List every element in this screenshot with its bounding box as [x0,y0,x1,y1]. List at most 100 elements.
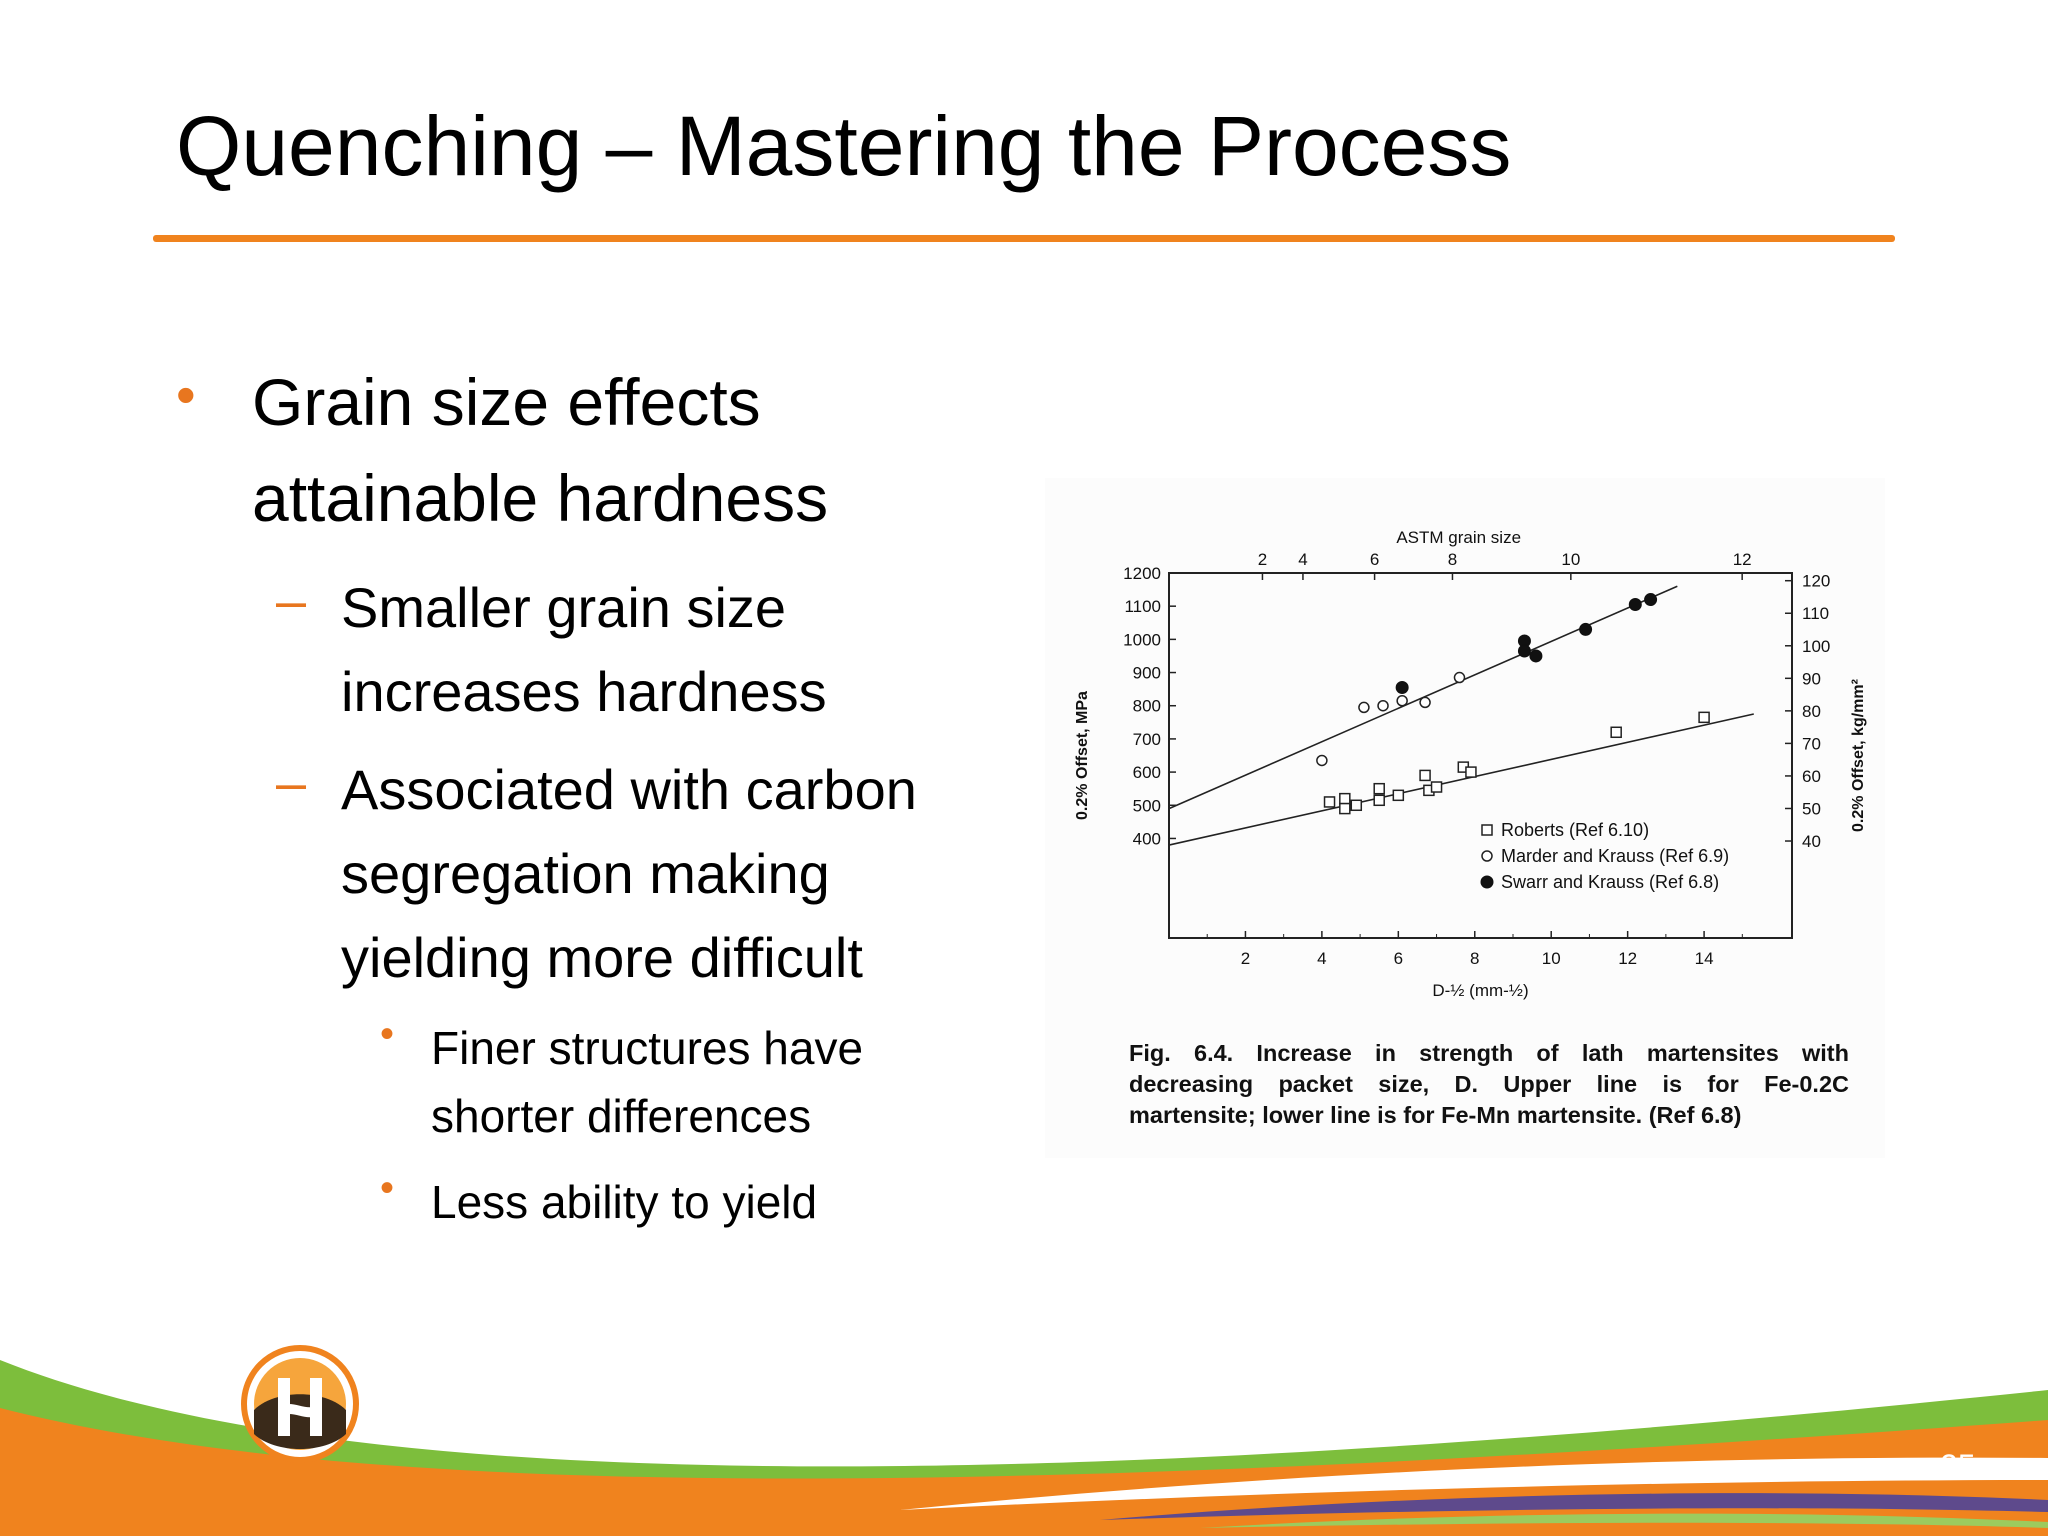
h-letter-logo-icon [241,1345,359,1463]
y-left-tick-label: 400 [1133,829,1161,848]
data-point [1419,769,1431,782]
data-point [1396,695,1408,707]
top-tick-label: 8 [1448,550,1457,569]
data-point [1419,696,1431,709]
y-right-tick-label: 80 [1802,702,1821,721]
data-point [1395,680,1409,694]
y-right-tick-label: 60 [1802,767,1821,786]
bullet-line: Smaller grain size [341,576,787,639]
y-left-axis-label: 0.2% Offset, MPa [1074,691,1091,820]
y-right-tick-label: 120 [1802,572,1830,591]
y-left-tick-label: 900 [1133,664,1161,683]
legend-marker [1481,824,1493,836]
y-left-tick-label: 1100 [1124,597,1161,616]
plot-frame [1168,572,1793,939]
data-point [1579,622,1593,636]
top-axis-label: ASTM grain size [1396,528,1521,547]
bullet-line: Finer structures have [431,1022,864,1074]
bullet-line: Grain size effects [252,365,761,439]
data-point [1392,789,1405,802]
y-left-tick-label: 1000 [1123,630,1161,649]
top-tick-label: 4 [1298,550,1307,569]
bullet-line: attainable hardness [252,461,829,535]
top-tick-label: 12 [1733,550,1752,569]
x-tick-label: 14 [1695,949,1714,968]
data-point [1644,593,1658,607]
fit-line [1168,713,1754,846]
x-tick-label: 6 [1394,949,1403,968]
x-axis-label: D-½ (mm-½) [1432,981,1528,1000]
caption-line: decreasing packet size, D. Upper line is… [1129,1071,1849,1097]
y-right-tick-label: 110 [1802,604,1829,623]
series-open-square [1323,711,1710,815]
sub-bullet-marker: – [276,571,307,631]
y-left-tick-label: 1200 [1123,564,1161,583]
bullet-marker: • [176,363,196,426]
top-tick-label: 6 [1370,550,1379,569]
bullet-line: segregation making [341,842,830,905]
sub-sub-bullet-item: Less ability to yield [431,1168,1031,1236]
sub-bullet-marker: – [276,753,307,813]
y-right-tick-label: 50 [1802,799,1821,818]
title-divider [153,235,1895,242]
y-right-tick-label: 100 [1802,637,1830,656]
sub-sub-bullet-marker: • [380,1012,395,1056]
data-point [1698,711,1710,724]
data-point [1517,644,1531,658]
y-right-tick-label: 90 [1802,669,1821,688]
strength-vs-grain-size-chart: 2 4 6 8 10 12 14 D-½ (mm-½) 2 4 6 8 10 12 ASTM grain s… [1074,528,1867,1000]
y-left-tick-label: 800 [1133,697,1161,716]
data-point [1358,701,1370,714]
data-point [1377,699,1389,712]
figure: 2 4 6 8 10 12 14 D-½ (mm-½) 2 4 6 8 10 12 ASTM grain s… [1045,478,1885,1158]
bullet-line: increases hardness [341,660,827,723]
y-right-tick-label: 40 [1802,832,1821,851]
bullet-line: Associated with carbon [341,758,917,821]
y-left-tick-label: 700 [1133,730,1161,749]
data-point [1430,781,1443,793]
y-left-tick-label: 500 [1133,796,1161,815]
y-right-axis-label: 0.2% Offset, kg/mm² [1850,679,1867,832]
data-point [1350,799,1363,812]
data-point [1529,649,1543,663]
bullet-line: yielding more difficult [341,926,863,989]
data-point [1316,754,1328,767]
legend-marker [1480,875,1494,889]
legend-marker [1481,850,1493,862]
legend-label: Swarr and Krauss (Ref 6.8) [1501,872,1719,892]
bullet-item: Grain size effects attainable hardness [252,354,1012,546]
caption-line: martensite; lower line is for Fe-Mn mart… [1129,1102,1742,1128]
data-point [1453,671,1466,684]
x-tick-label: 10 [1542,949,1561,968]
sub-bullet-item: Associated with carbon segregation makin… [341,748,1041,1000]
series-filled-circle [1395,593,1658,694]
sub-sub-bullet-item: Finer structures have shorter difference… [431,1014,1031,1150]
page-number: 25 [1940,1448,1976,1484]
bullet-line: Less ability to yield [431,1176,818,1228]
x-tick-label: 8 [1470,949,1479,968]
data-point [1373,782,1385,795]
y-left-tick-label: 600 [1133,763,1161,782]
series-open-circle [1316,671,1466,767]
top-tick-label: 10 [1561,550,1580,569]
top-tick-label: 2 [1258,550,1267,569]
sub-sub-bullet-marker: • [380,1166,395,1210]
legend-label: Roberts (Ref 6.10) [1501,820,1649,840]
sub-bullet-item: Smaller grain size increases hardness [341,566,1041,734]
caption-line: Fig. 6.4. Increase in strength of lath m… [1129,1040,1849,1066]
x-tick-label: 4 [1317,949,1326,968]
footer-swoosh-decoration [0,1360,2048,1536]
bullet-line: shorter differences [431,1090,812,1142]
data-point [1610,726,1622,739]
data-point [1339,792,1351,805]
slide-title: Quenching – Mastering the Process [176,99,1512,193]
data-point [1628,598,1642,612]
data-point [1323,796,1336,808]
data-point [1339,802,1351,815]
legend-label: Marder and Krauss (Ref 6.9) [1501,846,1729,866]
data-point [1465,766,1477,778]
x-tick-label: 2 [1241,949,1250,968]
figure-caption: Fig. 6.4. Increase in strength of lath m… [1129,1038,1849,1131]
x-tick-label: 12 [1618,949,1637,968]
y-right-tick-label: 70 [1802,734,1821,753]
